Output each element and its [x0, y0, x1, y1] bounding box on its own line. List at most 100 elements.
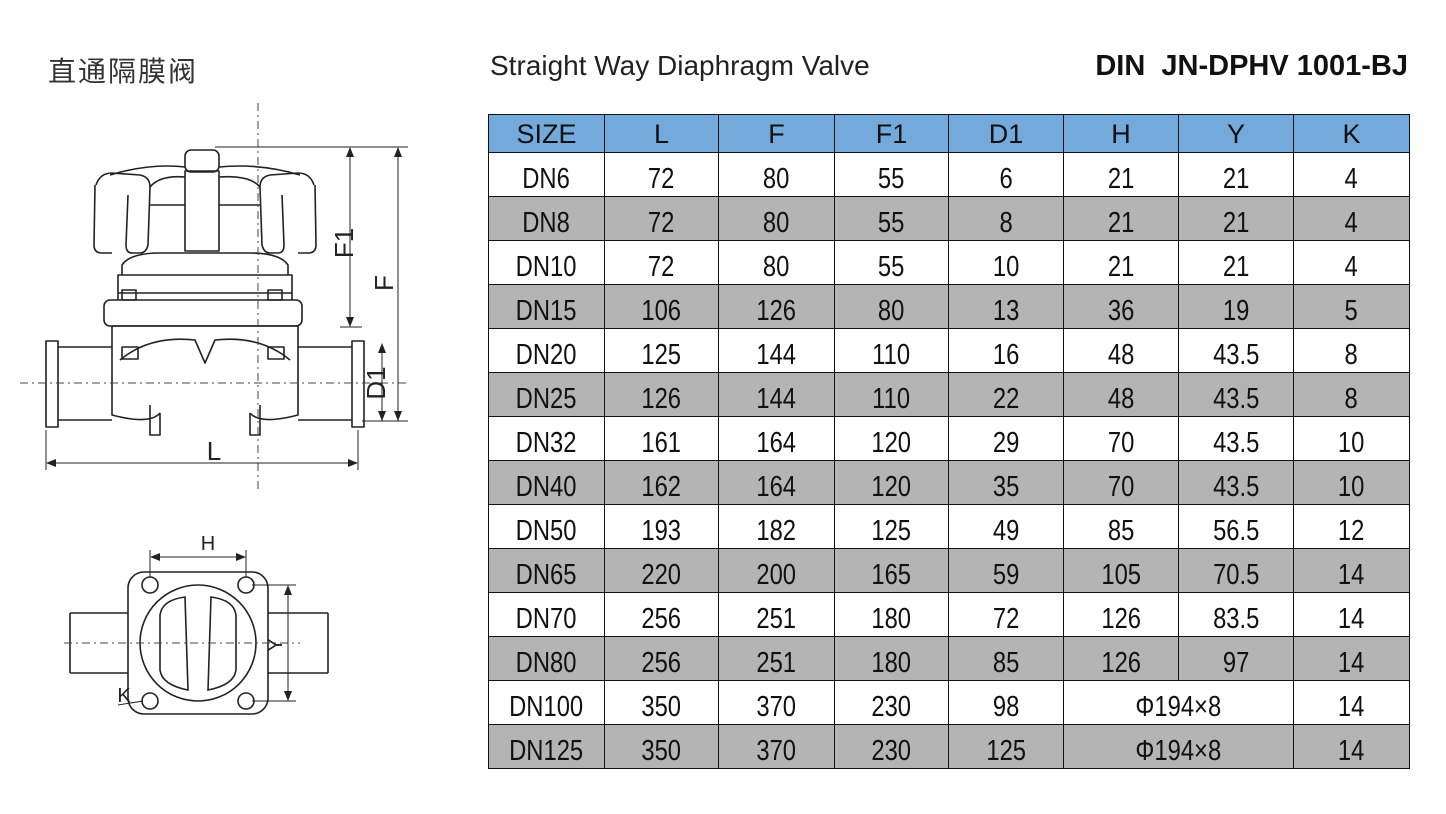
- cell-value: 370: [756, 735, 797, 767]
- cell-value: DN20: [516, 339, 577, 371]
- cell-d1: 49: [948, 504, 1064, 549]
- dim-label-l: L: [207, 436, 221, 466]
- dim-label-d1: D1: [361, 366, 391, 399]
- cell-value: 110: [872, 339, 911, 371]
- cell-value: 21: [1222, 163, 1250, 195]
- cell-value: 14: [1338, 647, 1365, 679]
- cell-value: 80: [878, 295, 905, 327]
- cell-h: 126: [1063, 592, 1179, 637]
- cell-value: 4: [1344, 207, 1359, 239]
- cell-l: 126: [604, 372, 719, 417]
- top-view-shape: [69, 571, 329, 715]
- cell-f1: 230: [834, 680, 949, 725]
- cell-value: DN100: [509, 691, 584, 723]
- cell-size: DN25: [488, 372, 605, 417]
- column-header-h: H: [1063, 114, 1179, 153]
- cell-l: 72: [604, 152, 719, 197]
- cell-value: 14: [1338, 691, 1365, 723]
- cell-value: 80: [763, 251, 790, 283]
- cell-f: 126: [718, 284, 835, 329]
- cell-value: 21: [1107, 251, 1135, 283]
- cell-f1: 120: [834, 416, 949, 461]
- cell-value: 43.5: [1212, 339, 1260, 371]
- cell-value: 72: [648, 207, 675, 239]
- cell-y: 43.5: [1178, 372, 1294, 417]
- cell-l: 106: [604, 284, 719, 329]
- cell-value: 55: [878, 207, 905, 239]
- cell-f1: 110: [834, 372, 949, 417]
- cell-value: 5: [1344, 295, 1359, 327]
- cell-value: 120: [871, 471, 912, 503]
- cell-d1: 16: [948, 328, 1064, 373]
- cell-h: 48: [1063, 372, 1179, 417]
- cell-size: DN100: [488, 680, 605, 725]
- cell-value: 180: [871, 603, 912, 635]
- column-header-y: Y: [1178, 114, 1294, 153]
- cell-value: 165: [871, 559, 912, 591]
- cell-value: 49: [992, 515, 1020, 547]
- cell-value: 193: [641, 515, 682, 547]
- cell-value: DN8: [522, 207, 571, 239]
- cell-value: 80: [763, 207, 790, 239]
- cell-l: 350: [604, 680, 719, 725]
- cell-value: 106: [641, 295, 682, 327]
- cell-f: 251: [718, 592, 835, 637]
- cell-value: 251: [756, 603, 797, 635]
- model-number: DIN JN-DPHV 1001-BJ: [1095, 50, 1408, 82]
- cell-value: 98: [992, 691, 1020, 723]
- cell-value: 48: [1107, 339, 1135, 371]
- cell-k: 12: [1293, 504, 1410, 549]
- dim-label-y: Y: [265, 638, 287, 651]
- cell-y: 43.5: [1178, 460, 1294, 505]
- cell-value: 55: [878, 163, 905, 195]
- cell-size: DN20: [488, 328, 605, 373]
- cell-value: 85: [1107, 515, 1135, 547]
- cell-value: 10: [1338, 471, 1365, 503]
- cell-size: DN8: [488, 196, 605, 241]
- cell-value: 21: [1107, 163, 1135, 195]
- cell-value: 4: [1344, 163, 1359, 195]
- table-row: DN6 72 80 55 6 21 21 4: [488, 152, 1410, 197]
- cell-size: DN6: [488, 152, 605, 197]
- cell-f: 370: [718, 724, 835, 769]
- cell-value: 21: [1222, 251, 1250, 283]
- cell-value: 370: [756, 691, 797, 723]
- cell-size: DN40: [488, 460, 605, 505]
- cell-k: 8: [1293, 372, 1410, 417]
- dim-label-f: F: [369, 275, 399, 291]
- cell-value: 72: [992, 603, 1020, 635]
- cell-value: 22: [992, 383, 1020, 415]
- cell-value: 230: [871, 735, 912, 767]
- cell-d1: 29: [948, 416, 1064, 461]
- table-row: DN25 126 144 110 22 48 43.5 8: [488, 372, 1410, 417]
- table-header-row: SIZE L F F1 D1 H Y K: [488, 114, 1410, 153]
- cell-y: 56.5: [1178, 504, 1294, 549]
- cell-h: 36: [1063, 284, 1179, 329]
- cell-value: 43.5: [1212, 471, 1260, 503]
- cell-value: 80: [763, 163, 790, 195]
- cell-f1: 180: [834, 592, 949, 637]
- cell-value: 14: [1338, 559, 1365, 591]
- table-row: DN40 162 164 120 35 70 43.5 10: [488, 460, 1410, 505]
- cell-y: 43.5: [1178, 416, 1294, 461]
- cell-value: 164: [756, 427, 797, 459]
- cell-value: 83.5: [1212, 603, 1260, 635]
- cell-l: 161: [604, 416, 719, 461]
- cell-f: 164: [718, 460, 835, 505]
- cell-value: 29: [992, 427, 1020, 459]
- column-header-f: F: [718, 114, 835, 153]
- cell-size: DN70: [488, 592, 605, 637]
- cell-y: 21: [1178, 152, 1294, 197]
- table-row: DN70 256 251 180 72 126 83.5 14: [488, 592, 1410, 637]
- cell-h: 21: [1063, 196, 1179, 241]
- cell-k: 4: [1293, 240, 1410, 285]
- cell-f: 200: [718, 548, 835, 593]
- cell-value: 56.5: [1212, 515, 1260, 547]
- dim-label-h: H: [201, 533, 215, 555]
- cell-value: 6: [999, 163, 1013, 195]
- cell-y: 19: [1178, 284, 1294, 329]
- cell-k: 4: [1293, 152, 1410, 197]
- column-header-label: H: [1111, 119, 1131, 149]
- cell-value: 251: [756, 647, 797, 679]
- cell-value: 21: [1107, 207, 1135, 239]
